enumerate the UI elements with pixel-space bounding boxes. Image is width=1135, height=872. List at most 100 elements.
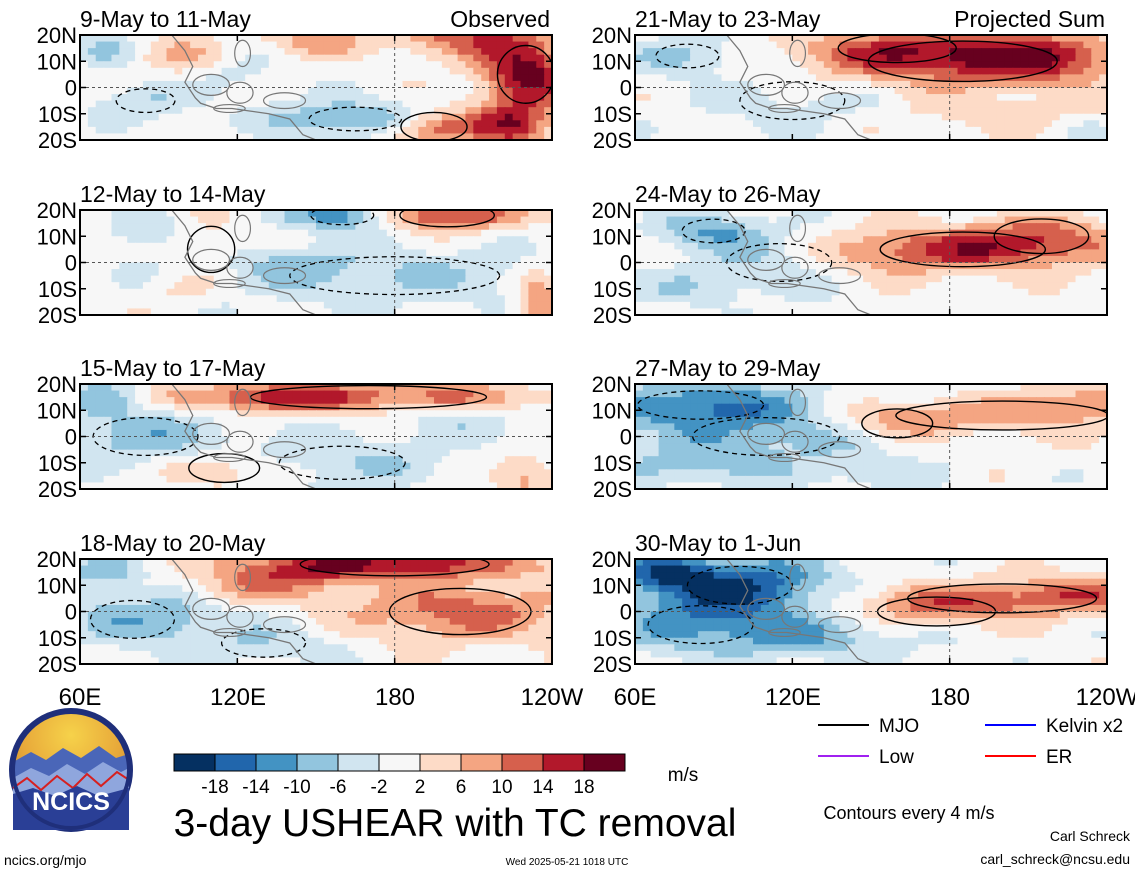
y-tick-label: 10N: [37, 49, 77, 74]
y-tick-label: 10S: [38, 102, 77, 127]
y-tick-label: 0: [65, 600, 77, 625]
y-tick-label: 20S: [38, 303, 77, 328]
y-tick-label: 10S: [593, 102, 632, 127]
colorbar-swatch: [419, 753, 462, 772]
colorbar-tick-label: 14: [532, 777, 554, 798]
y-tick-label: 10N: [592, 224, 632, 249]
colorbar-swatch: [337, 753, 380, 772]
mjo-contours: [655, 35, 1058, 121]
colorbar-swatch: [460, 753, 503, 772]
y-tick-label: 10N: [592, 398, 632, 423]
colorbar-swatch: [501, 753, 544, 772]
colorbar-unit: m/s: [668, 765, 699, 786]
y-tick-label: 20S: [593, 303, 632, 328]
x-tick-label: 60E: [614, 684, 657, 711]
y-tick-label: 10N: [37, 573, 77, 598]
y-tick-label: 10S: [593, 277, 632, 302]
y-tick-label: 10S: [38, 277, 77, 302]
x-tick-label: 120W: [521, 684, 584, 711]
y-tick-label: 0: [65, 251, 77, 276]
colorbar-swatch: [378, 753, 421, 772]
coastlines: [171, 35, 317, 140]
y-tick-label: 20S: [593, 128, 632, 153]
legend-label: MJO: [879, 716, 919, 737]
shading-field: [635, 210, 1107, 315]
y-tick-label: 20S: [38, 477, 77, 502]
colorbar: -18 -14 -10 -6 -2 2 6 10 14 18 m/s: [173, 753, 699, 798]
legend: MJO Kelvin x2 Low ER: [818, 716, 1123, 768]
logo-text: NCICS: [32, 788, 110, 816]
coastlines: [171, 210, 317, 315]
y-tick-label: 20N: [37, 23, 77, 48]
y-tick-label: 0: [65, 425, 77, 450]
y-tick-label: 20N: [37, 547, 77, 572]
y-tick-label: 20S: [38, 128, 77, 153]
colorbar-swatch: [583, 753, 626, 772]
coastlines: [726, 559, 872, 664]
contour-note: Contours every 4 m/s: [823, 803, 994, 823]
y-tick-label: 0: [620, 425, 632, 450]
y-tick-label: 10N: [37, 398, 77, 423]
y-tick-label: 20S: [593, 652, 632, 677]
colorbar-tick-label: 6: [456, 777, 467, 798]
ncics-logo: NCICS: [9, 708, 133, 832]
shading-field: [80, 35, 552, 140]
coastlines: [171, 559, 317, 664]
y-tick-label: 20N: [37, 198, 77, 223]
coastlines: [726, 210, 872, 315]
legend-label: Kelvin x2: [1046, 716, 1123, 737]
colorbar-tick-label: 2: [415, 777, 426, 798]
y-tick-label: 10S: [593, 451, 632, 476]
panel-period-label: 9-May to 11-May: [80, 6, 251, 32]
colorbar-swatch: [173, 753, 216, 772]
coastlines: [726, 35, 872, 140]
y-tick-label: 10S: [593, 626, 632, 651]
y-tick-label: 20S: [38, 652, 77, 677]
colorbar-tick-label: -10: [283, 777, 310, 798]
y-tick-label: 20N: [592, 198, 632, 223]
y-tick-label: 20S: [593, 477, 632, 502]
panel-period-label: 27-May to 29-May: [635, 355, 821, 381]
column-header: Observed: [450, 6, 550, 32]
y-tick-label: 20N: [37, 372, 77, 397]
shading-field: [80, 210, 552, 315]
y-tick-label: 0: [620, 600, 632, 625]
coastlines: [171, 384, 317, 489]
panel-period-label: 24-May to 26-May: [635, 181, 821, 207]
y-tick-label: 0: [620, 76, 632, 101]
legend-label: Low: [879, 747, 914, 768]
panel-period-label: 30-May to 1-Jun: [635, 530, 801, 556]
y-tick-label: 0: [65, 76, 77, 101]
panel-period-label: 15-May to 17-May: [80, 355, 266, 381]
x-tick-label: 180: [930, 684, 970, 711]
panel-period-label: 21-May to 23-May: [635, 6, 821, 32]
y-tick-label: 20N: [592, 372, 632, 397]
colorbar-swatch: [542, 753, 585, 772]
mjo-contours: [115, 44, 552, 140]
y-tick-label: 10S: [38, 451, 77, 476]
y-tick-label: 0: [620, 251, 632, 276]
coastlines: [726, 384, 872, 489]
colorbar-tick-label: -2: [371, 777, 388, 798]
x-tick-label: 120E: [210, 684, 266, 711]
colorbar-tick-label: 18: [573, 777, 594, 798]
y-tick-label: 10N: [37, 224, 77, 249]
legend-label: ER: [1046, 747, 1072, 768]
colorbar-swatch: [214, 753, 257, 772]
footer-timestamp: Wed 2025-05-21 1018 UTC: [506, 857, 629, 868]
x-tick-label: 60E: [59, 684, 102, 711]
footer-author: Carl Schreck: [1050, 828, 1131, 844]
footer-site: ncics.org/mjo: [4, 852, 87, 868]
x-tick-label: 180: [375, 684, 415, 711]
colorbar-tick-label: 10: [491, 777, 512, 798]
shading-field: [635, 35, 1107, 140]
colorbar-swatch: [255, 753, 298, 772]
